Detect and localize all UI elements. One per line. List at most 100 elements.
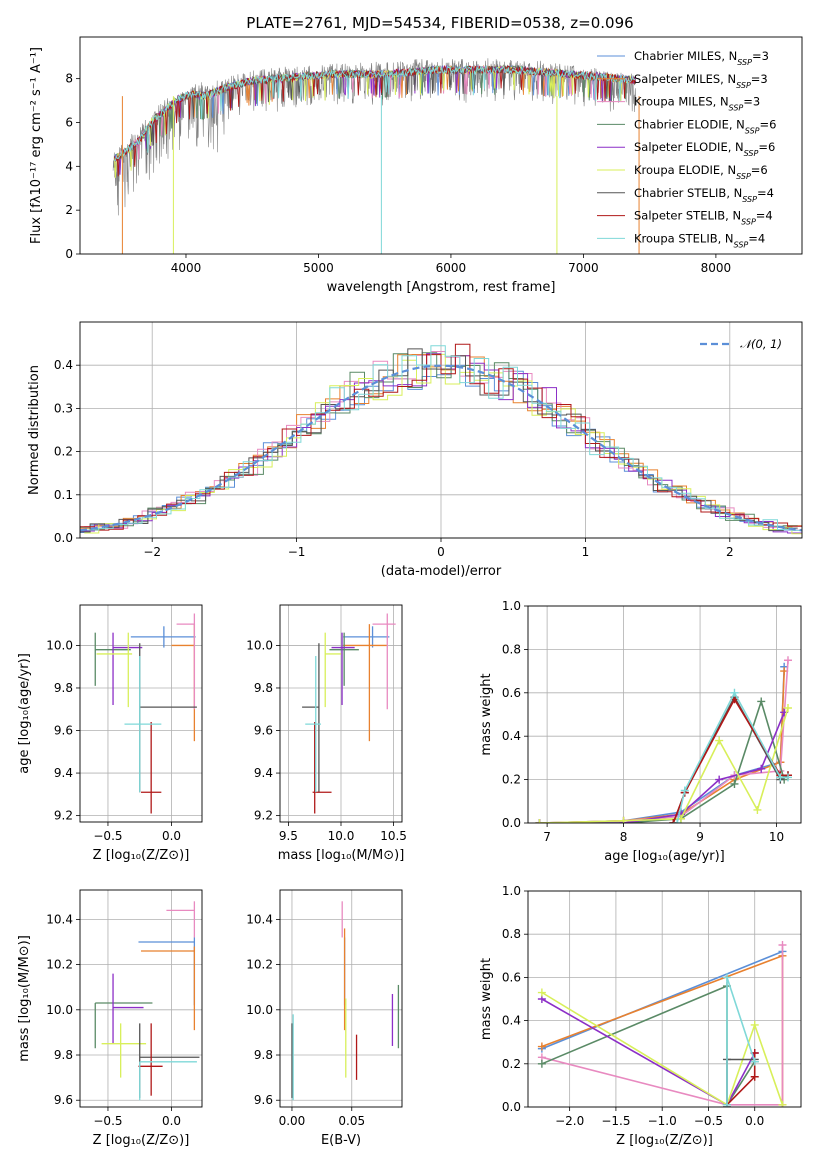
mass_weight_vs_Z-marker-chab_elodie — [537, 1059, 546, 1068]
spectrum-model-salp_stelib — [114, 64, 637, 177]
mass_weight_vs_age-marker-krou_elodie — [715, 736, 724, 745]
mass_vs_ebv-axes: 0.00 0.05 9.6 9.8 10.0 10.2 10.4 E(B-V) — [246, 889, 403, 1148]
mass_weight_vs_age-ylabel: mass weight — [479, 673, 494, 755]
mass_weight_vs_age-marker-salp_elodie — [757, 764, 766, 773]
mass_weight_vs_Z-xtick-label: −2.0 — [555, 1114, 584, 1128]
mass_weight_vs_age-ytick-label: 1.0 — [502, 599, 521, 613]
legend-label-krou_miles: Kroupa MILES, NSSP=3 — [634, 95, 760, 113]
spectrum-model-krou_stelib — [114, 64, 636, 162]
mass_weight_vs_Z-ytick-label: 0.8 — [502, 927, 521, 941]
residuals-ytick-label: 0.1 — [54, 488, 73, 502]
mass_vs_Z-ylabel: mass [log₁₀(M/M⊙)] — [17, 935, 32, 1062]
mass_weight_vs_age-ytick-label: 0.2 — [502, 773, 521, 787]
mass_weight_vs_age-marker-salp_elodie — [715, 775, 724, 784]
spectrum-xlabel: wavelength [Angstrom, rest frame] — [327, 280, 556, 295]
mass_weight_vs_Z-line-salp_elodie — [541, 998, 756, 1106]
mass_weight_vs_Z-ytick-label: 0.0 — [502, 1100, 521, 1114]
mass_weight_vs_age-plot-area — [535, 656, 792, 823]
age_vs_Z-ytick-label: 9.8 — [54, 681, 73, 695]
legend-sub-chab_elodie: SSP — [745, 126, 760, 135]
residuals-xlabel: (data-model)/error — [381, 564, 502, 579]
mass_weight_vs_Z-line-krou_stelib — [726, 977, 756, 1105]
mass_weight_vs_Z-ytick-label: 0.6 — [502, 970, 521, 984]
mass_weight_vs_Z-line-chab_miles — [541, 950, 783, 1050]
legend-label-chab_stelib: Chabrier STELIB, NSSP=4 — [634, 186, 774, 204]
mass_weight_vs_Z-xtick-label: 0.0 — [745, 1114, 764, 1128]
legend-sub-krou_stelib: SSP — [734, 240, 749, 249]
mass_weight_vs_Z-ytick-label: 0.4 — [502, 1014, 521, 1028]
age_vs_Z-ytick-label: 9.6 — [54, 724, 73, 738]
mass_weight_vs_age-xlabel: age [log₁₀(age/yr)] — [604, 849, 725, 864]
residuals-xtick-label: −1 — [288, 545, 306, 559]
age_vs_mass-plot-area — [302, 613, 396, 814]
mass_weight_vs_age-axes: 7 8 9 10 0.0 0.2 0.4 0.6 0.8 1.0 age [log₁₀(age/yr… — [479, 599, 802, 864]
mass_weight_vs_Z-frame — [527, 890, 802, 1108]
mass_weight_vs_age-ytick-label: 0.0 — [502, 816, 521, 830]
mass_weight_vs_age-marker-krou_elodie — [784, 703, 792, 712]
spectrum-legend: Chabrier MILES, NSSP=3 Salpeter MILES, NS… — [597, 49, 776, 249]
age_vs_Z-plot-area — [94, 613, 197, 814]
residual-legend-label: 𝒩(0, 1) — [740, 337, 782, 351]
mass_vs_Z-xtick-label: −0.5 — [93, 1114, 122, 1128]
mass_vs_Z-ytick-label: 10.2 — [46, 958, 73, 972]
age_vs_Z-xlabel: Z [log₁₀(Z/Z⊙)] — [93, 848, 190, 863]
legend-sub-salp_miles: SSP — [736, 80, 751, 89]
mass_weight_vs_Z-plot-area — [537, 941, 787, 1107]
mass_weight_vs_Z-marker-salp_stelib — [750, 1072, 759, 1081]
mass_vs_Z-axes: −0.5 0.0 9.6 9.8 10.0 10.2 10.4 Z [log₁₀(Z/Z⊙)]… — [17, 889, 203, 1148]
mass_weight_vs_Z-line-chab_elodie — [541, 984, 756, 1107]
mass_weight_vs_age-marker-krou_stelib — [776, 773, 785, 782]
residuals-frame — [79, 321, 803, 539]
residuals-xtick-label: −2 — [143, 545, 161, 559]
mass_vs_ebv-ytick-label: 9.6 — [254, 1093, 273, 1107]
mass_weight_vs_age-xtick-label: 10 — [769, 830, 784, 844]
age_vs_Z-axes: −0.5 0.0 9.2 9.4 9.6 9.8 10.0 Z [log₁₀(Z/Z⊙)] ag… — [17, 604, 203, 863]
hist-salp_stelib — [80, 343, 802, 531]
mass_vs_Z-ytick-label: 9.8 — [54, 1048, 73, 1062]
residuals-axes: −2 −1 0 1 2 0.0 0.1 0.2 0.3 0.4 (data-model)/error… — [27, 321, 803, 579]
mass_weight_vs_Z-xtick-label: −0.5 — [694, 1114, 723, 1128]
legend-count-salp_stelib: =4 — [756, 209, 773, 223]
age_vs_mass-frame — [279, 604, 403, 823]
mass_weight_vs_age-ytick-label: 0.8 — [502, 642, 521, 656]
age_vs_mass-axes: 9.5 10.0 10.5 9.2 9.4 9.6 9.8 10.0 mass [log₁₀(M… — [246, 604, 407, 863]
spectrum-ytick-label: 8 — [65, 72, 73, 86]
mass_weight_vs_age-xtick-label: 9 — [696, 830, 704, 844]
mass_weight_vs_age-ytick-label: 0.4 — [502, 729, 521, 743]
mass_weight_vs_age-marker-krou_miles — [784, 656, 792, 665]
mass_vs_ebv-ytick-label: 10.2 — [246, 958, 273, 972]
age_vs_mass-xtick-label: 9.5 — [279, 829, 298, 843]
mass_vs_Z-ytick-label: 9.6 — [54, 1093, 73, 1107]
age_vs_Z-xtick-label: −0.5 — [93, 829, 122, 843]
hist-chab_stelib — [80, 348, 798, 533]
spectrum-xtick-label: 8000 — [701, 261, 732, 275]
normal-curve — [80, 364, 802, 532]
mass_weight_vs_age-marker-krou_elodie — [753, 805, 762, 814]
mass_weight_vs_age-ytick-label: 0.6 — [502, 686, 521, 700]
legend-count-salp_miles: =3 — [751, 72, 768, 86]
age_vs_Z-xtick-label: 0.0 — [162, 829, 181, 843]
mass_weight_vs_Z-xlabel: Z [log₁₀(Z/Z⊙)] — [616, 1133, 713, 1148]
residuals-plot-area — [80, 343, 802, 535]
age_vs_mass-xlabel: mass [log₁₀(M/M⊙)] — [278, 848, 405, 863]
age_vs_mass-ytick-label: 9.6 — [254, 724, 273, 738]
mass_vs_ebv-frame — [279, 889, 403, 1108]
mass_weight_vs_age-marker-chab_elodie — [757, 697, 766, 706]
age_vs_Z-ytick-label: 10.0 — [46, 638, 73, 652]
spectrum-ytick-label: 6 — [65, 115, 73, 129]
legend-label-salp_stelib: Salpeter STELIB, NSSP=4 — [634, 209, 773, 227]
mass_weight_vs_Z-ytick-label: 1.0 — [502, 884, 521, 898]
mass_weight_vs_Z-axes: −2.0 −1.5 −1.0 −0.5 0.0 0.0 0.2 0.4 0.6 0.8 1.0 Z [… — [479, 884, 802, 1148]
mass_vs_ebv-xlabel: E(B-V) — [321, 1133, 361, 1148]
mass_weight_vs_Z-marker-krou_elodie — [537, 988, 546, 997]
mass_weight_vs_age-marker-krou_stelib — [730, 688, 739, 697]
age_vs_mass-ytick-label: 9.8 — [254, 681, 273, 695]
mass_weight_vs_Z-marker-salp_miles — [537, 1042, 546, 1051]
legend-sub-chab_miles: SSP — [737, 58, 752, 67]
mass_weight_vs_age-marker-krou_stelib — [673, 819, 682, 823]
spectrum-plot-area — [112, 58, 640, 254]
legend-sub-krou_elodie: SSP — [736, 172, 751, 181]
age_vs_mass-xtick-label: 10.5 — [380, 829, 407, 843]
legend-count-chab_miles: =3 — [752, 49, 769, 63]
mass_weight_vs_Z-line-krou_miles — [541, 945, 784, 1106]
